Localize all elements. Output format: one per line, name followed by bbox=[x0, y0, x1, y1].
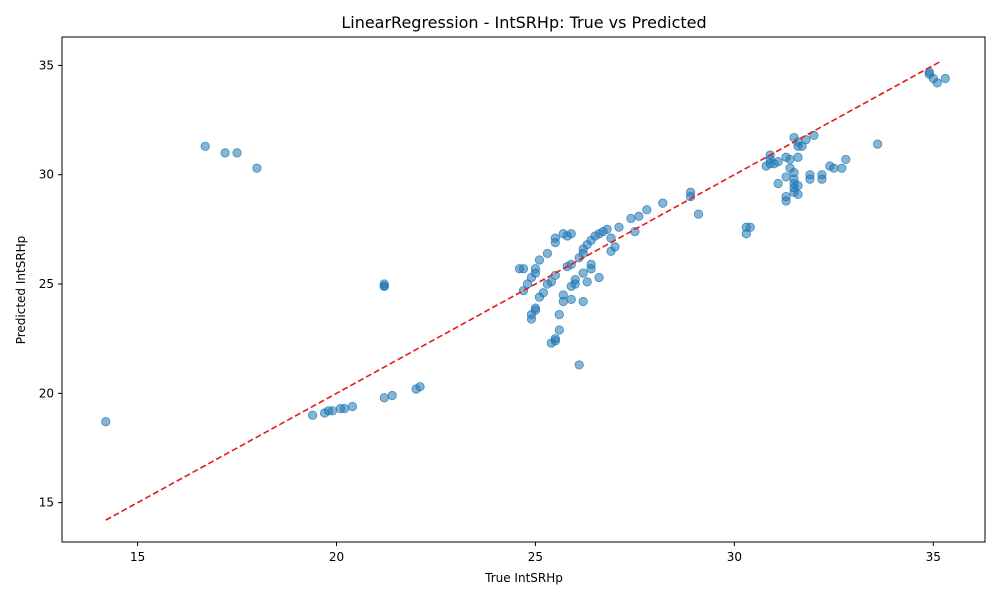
data-point bbox=[327, 406, 338, 416]
data-points bbox=[101, 67, 950, 427]
data-point bbox=[200, 141, 210, 151]
y-tick-label: 25 bbox=[39, 277, 54, 291]
y-axis-label: Predicted IntSRHp bbox=[14, 236, 28, 345]
data-point bbox=[745, 222, 755, 232]
reference-line-layer bbox=[105, 60, 942, 521]
data-point bbox=[785, 154, 795, 165]
data-point bbox=[837, 163, 847, 173]
data-point bbox=[232, 148, 242, 158]
data-point bbox=[626, 213, 636, 224]
data-point bbox=[781, 196, 791, 206]
data-point bbox=[741, 229, 751, 239]
y-tick-label: 35 bbox=[39, 58, 54, 72]
data-point bbox=[574, 360, 584, 370]
data-point bbox=[594, 272, 604, 283]
reference-line bbox=[105, 60, 942, 521]
data-point bbox=[578, 296, 588, 307]
data-point bbox=[829, 163, 839, 173]
data-point bbox=[339, 404, 350, 414]
data-point bbox=[642, 205, 652, 215]
data-point bbox=[817, 174, 827, 184]
data-point bbox=[582, 277, 592, 287]
data-point bbox=[347, 401, 358, 412]
data-point bbox=[550, 334, 560, 344]
data-point bbox=[538, 288, 548, 298]
data-point bbox=[530, 264, 541, 274]
data-point bbox=[550, 237, 560, 248]
data-point bbox=[658, 198, 668, 208]
data-point bbox=[387, 390, 397, 401]
data-point bbox=[554, 325, 564, 335]
data-point bbox=[773, 178, 783, 189]
data-point bbox=[614, 222, 624, 232]
data-point bbox=[602, 224, 612, 234]
data-point bbox=[634, 211, 644, 221]
data-point bbox=[693, 209, 704, 219]
x-tick-label: 15 bbox=[130, 550, 145, 564]
x-tick-label: 25 bbox=[528, 550, 543, 564]
data-point bbox=[530, 303, 541, 313]
data-point bbox=[586, 259, 596, 269]
plot-frame bbox=[61, 36, 986, 543]
data-point bbox=[415, 382, 425, 392]
data-point bbox=[518, 264, 529, 274]
data-point bbox=[793, 152, 803, 162]
chart-title: LinearRegression - IntSRHp: True vs Pred… bbox=[341, 13, 706, 32]
data-point bbox=[781, 172, 791, 182]
data-point bbox=[554, 310, 564, 320]
x-axis-label: True IntSRHp bbox=[484, 571, 563, 585]
x-axis-ticks: 15 20 25 30 35 bbox=[130, 542, 941, 564]
x-tick-label: 30 bbox=[727, 550, 742, 564]
data-point bbox=[872, 139, 883, 149]
data-point bbox=[801, 135, 811, 145]
data-point bbox=[558, 290, 568, 300]
data-point bbox=[101, 417, 111, 427]
data-point bbox=[940, 73, 950, 84]
data-point bbox=[379, 393, 389, 403]
data-point bbox=[793, 181, 803, 191]
data-point bbox=[570, 275, 580, 285]
data-point bbox=[809, 130, 819, 140]
data-point bbox=[518, 285, 529, 296]
data-point bbox=[805, 174, 815, 184]
x-tick-label: 20 bbox=[329, 550, 344, 564]
data-point bbox=[610, 242, 620, 252]
y-tick-label: 20 bbox=[39, 386, 54, 400]
y-tick-label: 30 bbox=[39, 168, 54, 182]
data-point bbox=[773, 157, 783, 167]
data-point bbox=[932, 78, 942, 88]
data-point bbox=[534, 255, 545, 265]
data-point bbox=[793, 189, 803, 200]
y-tick-label: 15 bbox=[39, 496, 54, 510]
x-tick-label: 35 bbox=[926, 550, 941, 564]
data-point bbox=[308, 410, 318, 420]
data-point bbox=[685, 191, 696, 202]
y-axis-ticks: 15 20 25 30 35 bbox=[39, 58, 62, 510]
data-point bbox=[797, 141, 807, 151]
data-point bbox=[566, 294, 576, 304]
data-point bbox=[566, 229, 576, 239]
data-point bbox=[220, 148, 230, 158]
data-point bbox=[578, 268, 588, 278]
data-point bbox=[542, 248, 552, 259]
data-point bbox=[252, 163, 262, 173]
data-point bbox=[841, 154, 851, 165]
data-point bbox=[379, 281, 389, 291]
data-point bbox=[546, 277, 556, 287]
